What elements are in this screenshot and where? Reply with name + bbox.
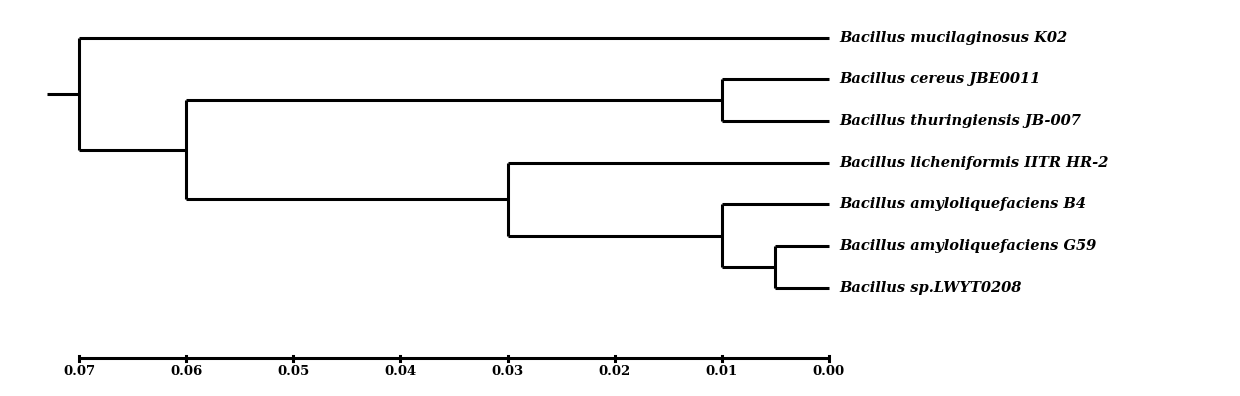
Text: 0.07: 0.07	[63, 365, 95, 377]
Text: Bacillus sp.LWYT0208: Bacillus sp.LWYT0208	[839, 281, 1022, 295]
Text: 0.04: 0.04	[384, 365, 417, 377]
Text: Bacillus amyloliquefaciens G59: Bacillus amyloliquefaciens G59	[839, 239, 1097, 253]
Text: Bacillus cereus JBE0011: Bacillus cereus JBE0011	[839, 72, 1040, 86]
Text: 0.02: 0.02	[599, 365, 631, 377]
Text: 0.00: 0.00	[812, 365, 844, 377]
Text: Bacillus thuringiensis JB-007: Bacillus thuringiensis JB-007	[839, 114, 1081, 128]
Text: Bacillus amyloliquefaciens B4: Bacillus amyloliquefaciens B4	[839, 197, 1086, 211]
Text: Bacillus licheniformis IITR HR-2: Bacillus licheniformis IITR HR-2	[839, 156, 1109, 169]
Text: 0.06: 0.06	[170, 365, 202, 377]
Text: Bacillus mucilaginosus K02: Bacillus mucilaginosus K02	[839, 30, 1068, 44]
Text: 0.05: 0.05	[278, 365, 310, 377]
Text: 0.03: 0.03	[491, 365, 523, 377]
Text: 0.01: 0.01	[706, 365, 738, 377]
